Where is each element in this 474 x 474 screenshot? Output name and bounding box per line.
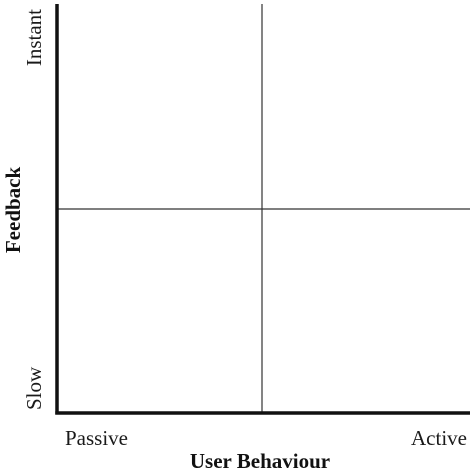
x-axis-min-label: Passive (65, 426, 128, 450)
x-axis-title: User Behaviour (190, 449, 330, 473)
x-axis-max-label: Active (411, 426, 467, 450)
y-axis-min-label: Slow (22, 366, 46, 410)
y-axis-max-label: Instant (22, 9, 46, 66)
y-axis-title: Feedback (1, 167, 25, 254)
